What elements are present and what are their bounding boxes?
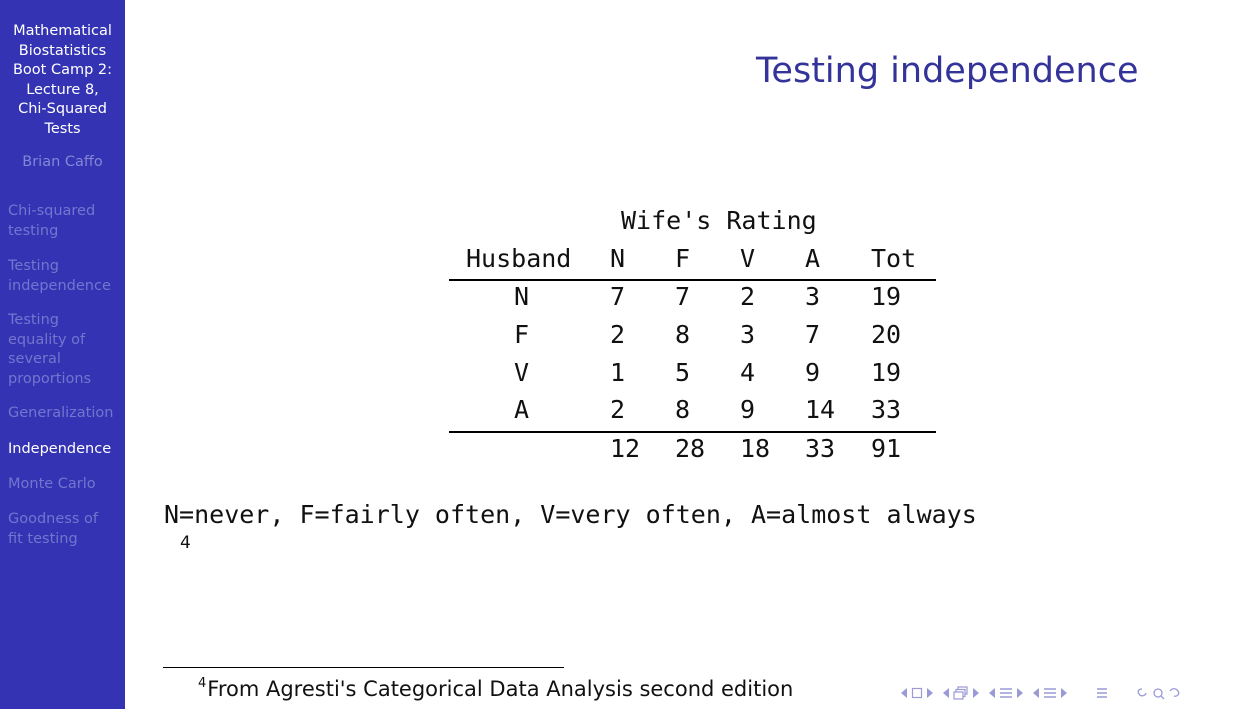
table-cell: 19 [871,282,902,311]
navigation-controls [900,684,1182,702]
frame-prev-icon[interactable] [900,687,908,699]
table-cell: 4 [740,358,756,387]
rating-legend: N=never, F=fairly often, V=very often, A… [164,500,977,529]
nav-item-goodness-of-fit[interactable]: Goodness of fit testing [8,511,98,547]
column-header: Tot [871,244,917,273]
subsubsection-icon[interactable] [1043,687,1057,699]
table-cell: 9 [740,395,756,424]
table-cell: V [514,358,530,387]
subsubsection-prev-icon[interactable] [1032,687,1040,699]
table-total-cell: 28 [675,434,706,463]
nav-item-monte-carlo[interactable]: Monte Carlo [8,476,96,492]
table-total-cell: 91 [871,434,902,463]
table-cell: 3 [805,282,821,311]
search-icon[interactable] [1136,686,1182,700]
table-cell: 14 [805,395,836,424]
subsubsection-next-icon[interactable] [1060,687,1068,699]
footnote-mark: 4 [180,533,191,553]
table-total-cell: 33 [805,434,836,463]
section-prev-icon[interactable] [988,687,996,699]
table-cell: 7 [610,282,626,311]
align-icon[interactable] [1096,687,1108,699]
table-rule-bottom [449,431,936,433]
table-cell: 7 [675,282,691,311]
sidebar: Mathematical Biostatistics Boot Camp 2: … [0,0,125,709]
table-cell: 5 [675,358,691,387]
table-cell: 2 [740,282,756,311]
table-cell: 8 [675,320,691,349]
table-cell: N [514,282,530,311]
table-total-cell: 18 [740,434,771,463]
author-name[interactable]: Brian Caffo [22,154,103,170]
table-cell: 9 [805,358,821,387]
section-next-icon[interactable] [1016,687,1024,699]
table-rule-top [449,279,936,281]
footnote: 4From Agresti's Categorical Data Analysi… [198,676,793,701]
table-total-cell: 12 [610,434,641,463]
table-cell: 33 [871,395,902,424]
footnote-number: 4 [198,676,207,691]
nav-item-independence[interactable]: Independence [8,441,112,457]
table-cell: 2 [610,395,626,424]
table-cell: 19 [871,358,902,387]
nav-item-generalization[interactable]: Generalization [8,405,114,421]
subsection-prev-icon[interactable] [942,687,950,699]
table-cell: 3 [740,320,756,349]
frame-icon[interactable] [911,687,923,699]
column-header: V [740,244,756,273]
column-header: F [675,244,691,273]
frame-next-icon[interactable] [926,687,934,699]
nav-item-testing-equality[interactable]: Testing equality of several proportions [8,312,92,387]
table-caption: Wife's Rating [621,206,817,235]
nav-item-testing-independence[interactable]: Testing independence [8,258,111,294]
nav-item-chi-squared-testing[interactable]: Chi-squared testing [8,203,96,239]
lecture-title[interactable]: Mathematical Biostatistics Boot Camp 2: … [12,23,113,137]
subsection-icon[interactable] [953,686,969,700]
table-cell: F [514,320,530,349]
footnote-rule [163,667,564,668]
section-icon[interactable] [999,687,1013,699]
column-header: A [805,244,821,273]
table-cell: A [514,395,530,424]
footnote-text: From Agresti's Categorical Data Analysis… [207,677,794,701]
slide-title: Testing independence [756,51,1139,91]
table-cell: 20 [871,320,902,349]
column-header: Husband [466,244,572,273]
table-cell: 1 [610,358,626,387]
column-header: N [610,244,626,273]
table-cell: 7 [805,320,821,349]
table-cell: 2 [610,320,626,349]
subsection-next-icon[interactable] [972,687,980,699]
table-cell: 8 [675,395,691,424]
